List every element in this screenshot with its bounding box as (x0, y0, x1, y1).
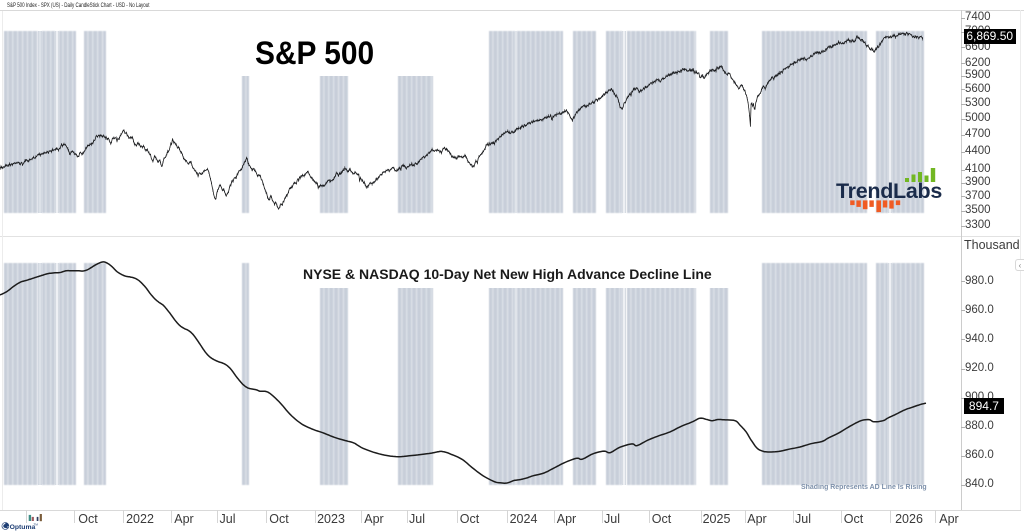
svg-text:Optuma: Optuma (10, 524, 36, 531)
svg-text:TM: TM (34, 523, 39, 527)
